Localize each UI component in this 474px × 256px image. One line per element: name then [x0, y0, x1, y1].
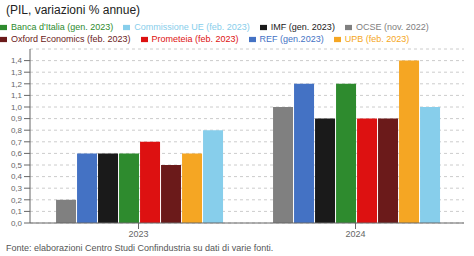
svg-text:0,8: 0,8: [11, 126, 23, 135]
html-text:IMF (gen. 2023): IMF (gen. 2023): [270, 22, 335, 32]
svg-text:0,3: 0,3: [11, 184, 23, 193]
svg-text:1,2: 1,2: [11, 80, 23, 89]
svg-text:0,9: 0,9: [11, 114, 23, 123]
svg-text:0,5: 0,5: [11, 161, 23, 170]
svg-text:2023: 2023: [128, 229, 148, 239]
html-text:Banca d'Italia (gen. 2023): Banca d'Italia (gen. 2023): [11, 22, 114, 32]
svg-text:0,1: 0,1: [11, 207, 23, 216]
svg-text:1,1: 1,1: [11, 91, 23, 100]
svg-text:0,7: 0,7: [11, 138, 23, 147]
svg-text:2024: 2024: [345, 229, 365, 239]
svg-text:0,0: 0,0: [11, 219, 23, 228]
svg-text:1,3: 1,3: [11, 68, 23, 77]
html-text:Prometeia (feb. 2023): Prometeia (feb. 2023): [151, 34, 239, 44]
svg-text:0,4: 0,4: [11, 172, 23, 181]
svg-text:0,6: 0,6: [11, 149, 23, 158]
svg-text:1,0: 1,0: [11, 103, 23, 112]
html-text:REF (gen.2023): REF (gen.2023): [259, 34, 324, 44]
html-text:(PIL, variazioni % annue): (PIL, variazioni % annue): [6, 3, 141, 17]
html-text:UPB (feb. 2023): UPB (feb. 2023): [344, 34, 410, 44]
html-text:Oxford Economics (feb. 2023): Oxford Economics (feb. 2023): [11, 34, 131, 44]
svg-text:1,4: 1,4: [11, 56, 23, 65]
html-text:Commissione UE (feb. 2023): Commissione UE (feb. 2023): [134, 22, 250, 32]
svg-text:0,2: 0,2: [11, 196, 23, 205]
html-text:OCSE (nov. 2022): OCSE (nov. 2022): [355, 22, 429, 32]
html-text:Fonte: elaborazioni Centro Stu: Fonte: elaborazioni Centro Studi Confind…: [6, 243, 274, 253]
